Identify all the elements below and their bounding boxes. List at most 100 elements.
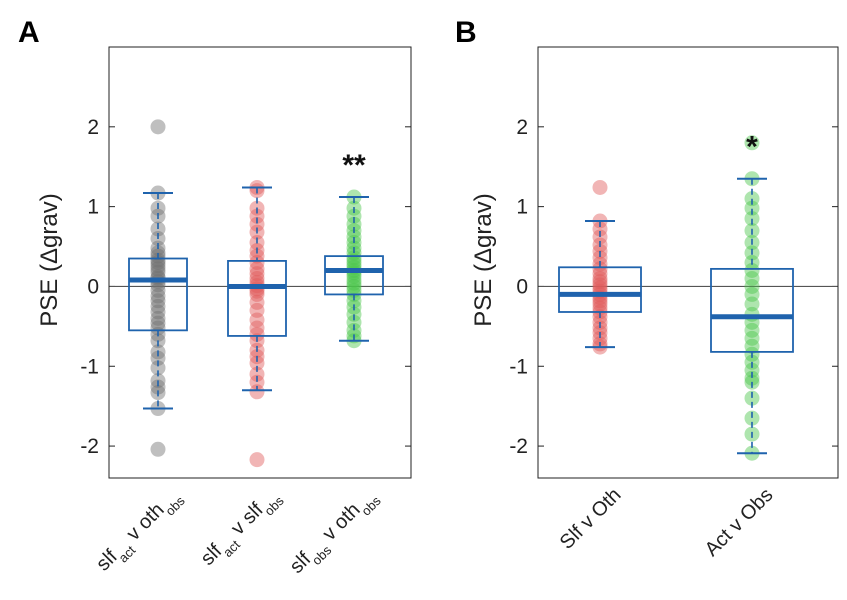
panel-a: A PSE (Δgrav) -2 -1 0 1 2 ** slfact v othobs… (18, 16, 412, 582)
data-point (346, 272, 362, 288)
data-point (150, 264, 166, 280)
data-point (150, 350, 166, 366)
data-point (592, 179, 608, 195)
data-point (150, 315, 166, 331)
significance-b: * (746, 131, 758, 164)
y-ticks-b: -2 -1 0 1 2 (509, 116, 838, 458)
data-point (346, 256, 362, 272)
data-point (249, 294, 265, 310)
data-point (592, 280, 608, 296)
category-label: Act v Obs (701, 484, 778, 561)
data-point (346, 306, 362, 322)
significance-marker: * (746, 131, 758, 164)
y-tick-label: -2 (80, 435, 99, 458)
significance-marker: ** (342, 149, 366, 182)
y-tick-label: -1 (509, 355, 528, 378)
y-tick-label: 1 (87, 196, 99, 219)
data-point (592, 221, 608, 237)
data-point (346, 275, 362, 291)
boxplots-a (128, 186, 384, 410)
data-point (592, 296, 608, 312)
data-points-a (150, 119, 362, 468)
data-point (744, 296, 760, 312)
plot-frame-a (108, 46, 412, 479)
data-point (592, 270, 608, 286)
data-point (249, 216, 265, 232)
data-point (249, 452, 265, 468)
data-point (249, 248, 265, 264)
category-label: slfact v othobs (92, 484, 188, 580)
y-tick-label: 1 (516, 196, 528, 219)
category-label: Slf v Oth (556, 484, 626, 554)
data-point (744, 330, 760, 346)
panel-b: B PSE (Δgrav) -2 -1 0 1 2 * Slf v Oth Act v O… (455, 16, 839, 561)
data-point (249, 208, 265, 224)
y-axis-title-a: PSE (Δgrav) (36, 193, 63, 326)
data-point (592, 293, 608, 309)
data-point (150, 245, 166, 261)
data-point (346, 229, 362, 245)
data-point (249, 355, 265, 371)
data-point (346, 293, 362, 309)
category-labels-b: Slf v Oth Act v Obs (556, 484, 778, 561)
data-point (744, 270, 760, 286)
data-point (150, 441, 166, 457)
data-point (592, 274, 608, 290)
data-point (744, 135, 760, 151)
data-point (249, 261, 265, 277)
data-point (150, 293, 166, 309)
data-point (744, 191, 760, 207)
y-tick-label: 2 (516, 116, 528, 139)
panel-letter-a: A (18, 16, 40, 49)
y-tick-label: 2 (87, 116, 99, 139)
box (128, 257, 188, 332)
data-point (150, 320, 166, 336)
y-ticks-a: -2 -1 0 1 2 (80, 116, 411, 458)
data-point (249, 312, 265, 328)
data-point (249, 374, 265, 390)
data-points-b (592, 135, 760, 461)
data-point (744, 390, 760, 406)
data-point (592, 330, 608, 346)
data-point (592, 266, 608, 282)
data-point (150, 258, 166, 274)
data-point (150, 282, 166, 298)
boxplots-b (558, 177, 794, 455)
category-label: slfobs v othobs (286, 484, 384, 582)
plot-frame-b (537, 46, 839, 479)
data-point (150, 119, 166, 135)
data-point (249, 302, 265, 318)
data-point (592, 277, 608, 293)
data-point (744, 322, 760, 338)
box (227, 260, 287, 337)
data-point (744, 211, 760, 227)
data-point (150, 304, 166, 320)
data-point (150, 360, 166, 376)
data-point (150, 288, 166, 304)
data-point (249, 270, 265, 286)
category-label: slfact v slfobs (197, 484, 287, 574)
data-point (150, 310, 166, 326)
y-tick-label: 0 (87, 275, 99, 298)
box (558, 266, 642, 313)
data-point (346, 253, 362, 269)
y-tick-label: -2 (509, 435, 528, 458)
y-axis-title-b: PSE (Δgrav) (470, 193, 497, 326)
data-point (249, 384, 265, 400)
box (710, 267, 794, 353)
y-tick-label: 0 (516, 275, 528, 298)
data-point (744, 410, 760, 426)
data-point (744, 200, 760, 216)
data-point (249, 320, 265, 336)
significance-a: ** (342, 149, 366, 182)
data-point (150, 298, 166, 314)
data-point (249, 326, 265, 342)
box (324, 255, 384, 296)
data-point (150, 252, 166, 268)
data-point (744, 262, 760, 278)
panel-letter-b: B (455, 16, 477, 49)
data-point (744, 370, 760, 386)
data-point (249, 366, 265, 382)
